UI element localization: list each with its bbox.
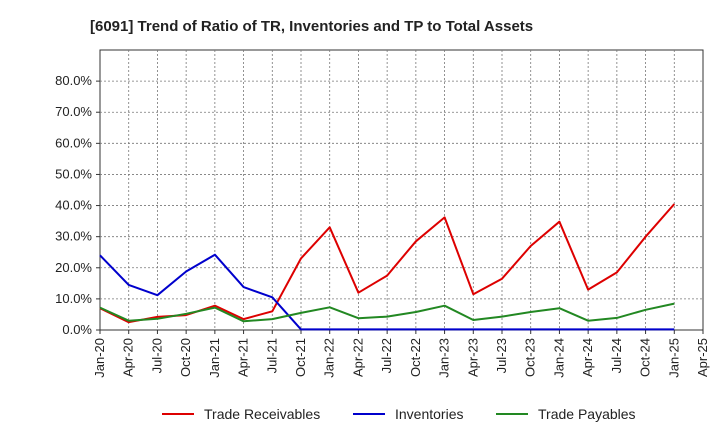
x-tick-label: Oct-22	[408, 338, 423, 377]
x-tick-label: Jul-22	[379, 338, 394, 373]
x-tick-label: Oct-21	[293, 338, 308, 377]
chart-title: [6091] Trend of Ratio of TR, Inventories…	[90, 18, 533, 35]
x-tick-label: Jan-20	[92, 338, 107, 378]
x-tick-label: Oct-20	[178, 338, 193, 377]
x-tick-label: Jan-21	[207, 338, 222, 378]
series-line-trade-payables	[99, 302, 675, 323]
y-tick-label: 0.0%	[62, 322, 92, 337]
x-tick-label: Jul-21	[264, 338, 279, 373]
y-tick-label: 50.0%	[55, 166, 92, 181]
legend-label: Inventories	[395, 406, 463, 422]
x-tick-label: Jan-23	[437, 338, 452, 378]
legend-label: Trade Receivables	[204, 406, 320, 422]
x-tick-label: Oct-24	[638, 338, 653, 377]
y-tick-label: 80.0%	[55, 73, 92, 88]
x-tick-label: Apr-22	[350, 338, 365, 377]
y-tick-label: 30.0%	[55, 229, 92, 244]
x-tick-label: Apr-23	[465, 338, 480, 377]
y-tick-label: 40.0%	[55, 198, 92, 213]
x-tick-label: Apr-24	[580, 338, 595, 377]
x-tick-label: Apr-25	[695, 338, 710, 377]
x-tick-label: Jan-24	[551, 338, 566, 378]
legend-label: Trade Payables	[538, 406, 636, 422]
series-line-inventories	[99, 253, 675, 331]
plot-frame	[99, 49, 704, 331]
y-tick-label: 60.0%	[55, 135, 92, 150]
x-tick-label: Jul-24	[609, 338, 624, 373]
x-tick-label: Jul-23	[494, 338, 509, 373]
y-tick-label: 20.0%	[55, 260, 92, 275]
plot-area: 0.0% 10.0% 20.0% 30.0% 40.0% 50.0% 60.0% 70.0% 8…	[55, 49, 710, 378]
x-tick-label: Oct-23	[523, 338, 538, 377]
x-tick-label: Jul-20	[149, 338, 164, 373]
x-tick-label: Apr-21	[236, 338, 251, 377]
legend: Trade Receivables Inventories Trade Payabl…	[162, 406, 636, 422]
x-tick-label: Jan-25	[666, 338, 681, 378]
y-tick-label: 10.0%	[55, 291, 92, 306]
x-tick-label: Jan-22	[322, 338, 337, 378]
x-tick-label: Apr-20	[121, 338, 136, 377]
y-tick-label: 70.0%	[55, 104, 92, 119]
